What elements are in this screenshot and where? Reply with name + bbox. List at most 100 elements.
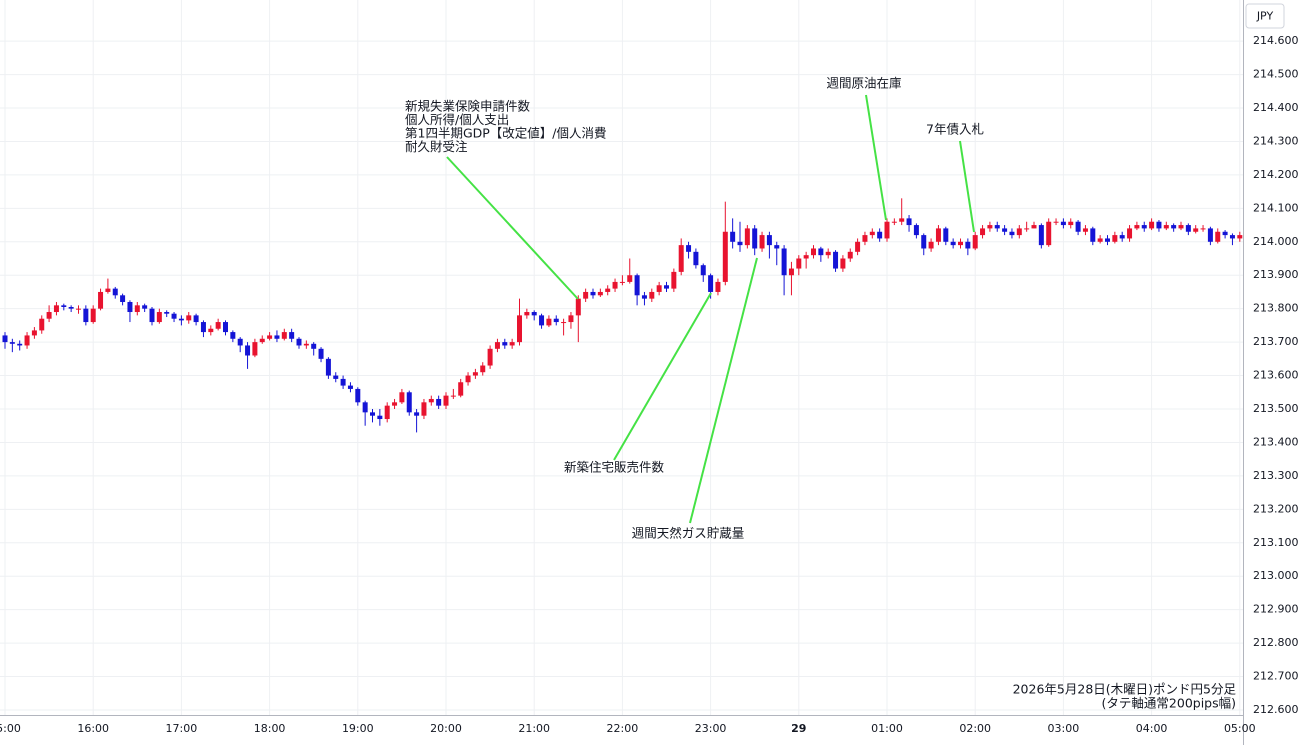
annotation-pointer	[613, 292, 712, 461]
candle-body	[1016, 228, 1022, 236]
candle-body	[1127, 228, 1133, 239]
candle-body	[1156, 221, 1162, 229]
x-tick-label: 02:00	[959, 722, 991, 735]
candle-body	[156, 312, 162, 323]
candle-body	[972, 235, 978, 249]
candle-body	[1193, 228, 1199, 232]
candle-body	[421, 402, 427, 416]
candle-body	[502, 342, 508, 346]
candle-body	[693, 251, 699, 266]
y-tick-label: 214.400	[1253, 101, 1299, 114]
candle-body	[164, 312, 170, 314]
x-tick-label: 23:00	[695, 722, 727, 735]
candle-body	[1200, 228, 1206, 230]
candle-body	[487, 348, 493, 366]
candle-body	[53, 305, 59, 313]
candle-body	[274, 335, 280, 339]
candle-body	[17, 343, 23, 346]
candle-body	[840, 258, 846, 269]
candle-body	[671, 271, 677, 289]
y-tick-label: 214.200	[1253, 168, 1299, 181]
candle-body	[443, 395, 449, 406]
candle-body	[193, 315, 199, 323]
x-tick-label: 19:00	[342, 722, 374, 735]
candle-body	[818, 248, 824, 256]
candle-body	[1119, 235, 1125, 239]
candle-body	[980, 228, 986, 236]
candle-body	[722, 231, 728, 282]
footnote: 2026年5月28日(木曜日)ポンド円5分足	[1013, 682, 1237, 697]
candle-body	[1068, 221, 1074, 226]
annotation-pointer	[959, 140, 975, 233]
candle-body	[987, 225, 993, 229]
candle-body	[935, 228, 941, 242]
candle-body	[1149, 221, 1155, 229]
annotation-pointer	[446, 156, 579, 300]
candle-body	[362, 402, 368, 413]
candle-body	[2, 335, 8, 343]
candle-body	[605, 288, 611, 292]
currency-box	[1245, 3, 1285, 29]
candle-body	[950, 241, 956, 246]
candle-body	[9, 342, 15, 344]
candle-body	[796, 258, 802, 269]
candle-body	[1038, 225, 1044, 246]
candle-body	[90, 308, 96, 323]
candle-body	[76, 308, 81, 310]
candle-body	[436, 398, 442, 406]
y-tick-label: 212.900	[1253, 603, 1299, 616]
candle-body	[634, 275, 640, 296]
candle-body	[1222, 231, 1228, 236]
candle-body	[811, 248, 816, 256]
candle-body	[568, 315, 574, 323]
y-tick-label: 213.800	[1253, 302, 1299, 315]
candle-body	[700, 265, 706, 276]
candle-body	[392, 402, 398, 406]
candle-body	[649, 291, 655, 299]
candle-body	[200, 322, 206, 333]
candle-body	[891, 221, 897, 223]
candle-body	[825, 251, 831, 256]
candle-body	[752, 228, 758, 249]
candle-body	[590, 291, 596, 296]
candle-body	[1053, 221, 1059, 223]
candle-body	[847, 251, 853, 259]
x-tick-label: 18:00	[254, 722, 286, 735]
candle-body	[906, 218, 912, 226]
candle-body	[289, 332, 295, 339]
candle-body	[1112, 235, 1118, 242]
y-tick-label: 213.400	[1253, 435, 1299, 448]
candle-body	[370, 412, 375, 416]
candle-body	[98, 291, 104, 309]
candle-body	[862, 235, 868, 242]
candle-body	[1097, 238, 1103, 242]
candle-body	[296, 338, 302, 346]
candle-body	[509, 342, 515, 346]
candle-body	[458, 382, 464, 396]
candle-body	[943, 228, 949, 242]
candle-body	[1237, 235, 1243, 239]
y-tick-label: 214.500	[1253, 68, 1299, 81]
candle-body	[237, 338, 243, 346]
candle-body	[472, 372, 478, 376]
candle-body	[1060, 221, 1066, 226]
candle-body	[384, 405, 390, 420]
candle-body	[24, 335, 30, 346]
y-tick-label: 214.600	[1253, 34, 1299, 47]
candle-body	[744, 228, 750, 246]
annotation-text: 週間原油在庫	[826, 76, 901, 91]
candle-body	[39, 318, 45, 331]
candle-body	[1229, 235, 1235, 239]
candle-body	[1105, 238, 1110, 242]
y-tick-label: 214.300	[1253, 134, 1299, 147]
y-tick-label: 212.800	[1253, 636, 1299, 649]
candle-body	[480, 365, 486, 373]
candle-body	[186, 315, 192, 321]
candle-body	[325, 358, 331, 376]
candle-body	[428, 398, 434, 403]
currency-label: JPY	[1256, 10, 1274, 23]
candle-body	[583, 291, 589, 299]
